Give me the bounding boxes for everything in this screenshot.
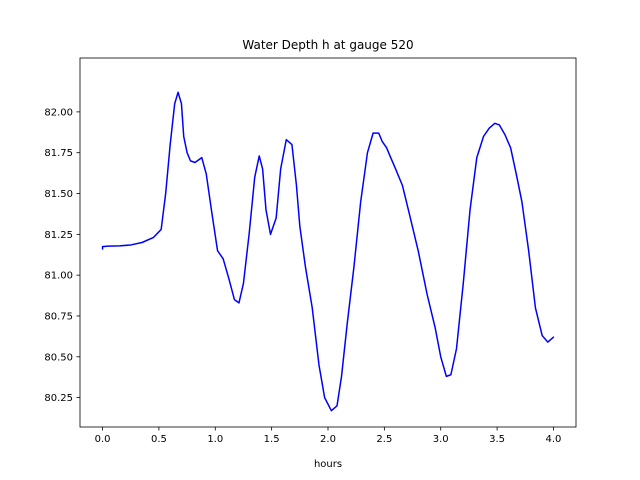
y-tick-label: 80.50 (44, 352, 73, 363)
x-tick-label: 3.5 (489, 434, 505, 445)
chart-title: Water Depth h at gauge 520 (242, 38, 413, 52)
x-tick-label: 3.0 (433, 434, 449, 445)
x-tick-label: 1.0 (207, 434, 223, 445)
x-axis-label: hours (314, 459, 342, 470)
series-line-0 (101, 91, 555, 412)
y-tick-label: 81.75 (44, 148, 73, 159)
x-tick-label: 0.5 (151, 434, 167, 445)
y-tick-label: 80.75 (44, 311, 73, 322)
y-tick-label: 80.25 (44, 393, 73, 404)
x-axis: 0.0 0.5 1.0 1.5 2.0 2.5 3.0 3.5 4.0 (95, 427, 562, 445)
x-tick-label: 1.5 (264, 434, 280, 445)
x-tick-label: 2.5 (376, 434, 392, 445)
y-tick-label: 81.50 (44, 189, 73, 200)
x-tick-label: 2.0 (320, 434, 336, 445)
x-tick-label: 4.0 (546, 434, 562, 445)
y-tick-label: 81.00 (44, 271, 73, 282)
x-tick-label: 0.0 (95, 434, 111, 445)
y-axis: 80.25 80.50 80.75 81.00 81.25 81.50 81.75 82.00 (44, 107, 80, 404)
y-tick-label: 81.25 (44, 230, 73, 241)
y-tick-label: 82.00 (44, 107, 73, 118)
